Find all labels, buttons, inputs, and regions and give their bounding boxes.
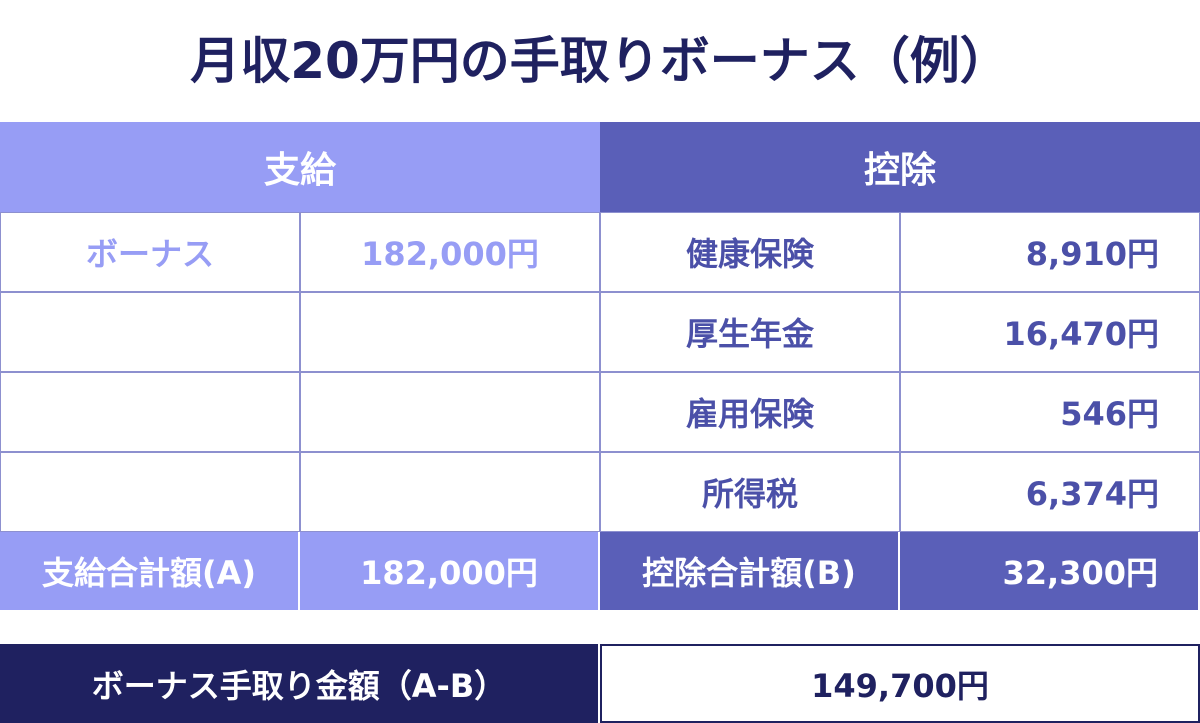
cell: 546円 bbox=[900, 372, 1200, 452]
cell: 所得税 bbox=[600, 452, 900, 532]
cell bbox=[0, 372, 300, 452]
title: 月収20万円の手取りボーナス（例） bbox=[190, 32, 1010, 90]
cell: 8,910円 bbox=[900, 212, 1200, 292]
cell: 雇用保険 bbox=[600, 372, 900, 452]
header: 支給 bbox=[0, 122, 600, 212]
header: 控除 bbox=[600, 122, 1200, 212]
cell bbox=[300, 372, 600, 452]
cell bbox=[0, 292, 300, 372]
cell bbox=[300, 292, 600, 372]
cell: 6,374円 bbox=[900, 452, 1200, 532]
cell: 健康保険 bbox=[600, 212, 900, 292]
result-label: ボーナス手取り金額（A-B） bbox=[0, 644, 598, 723]
cell: 16,470円 bbox=[900, 292, 1200, 372]
cell: 182,000円 bbox=[300, 212, 600, 292]
result-value: 149,700円 bbox=[600, 644, 1200, 723]
cell: ボーナス bbox=[0, 212, 300, 292]
cell: 厚生年金 bbox=[600, 292, 900, 372]
total-cell: 182,000円 bbox=[300, 532, 600, 610]
total-cell: 控除合計額(B) bbox=[600, 532, 900, 610]
total-cell: 支給合計額(A) bbox=[0, 532, 300, 610]
cell bbox=[300, 452, 600, 532]
cell bbox=[0, 452, 300, 532]
total-cell: 32,300円 bbox=[900, 532, 1200, 610]
